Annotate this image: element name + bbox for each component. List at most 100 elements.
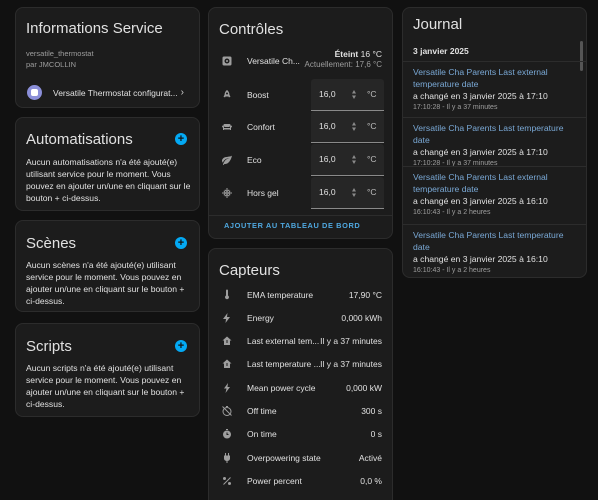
snowflake-icon <box>220 186 234 200</box>
sensor-label: EMA temperature <box>247 289 314 300</box>
sensor-label: Mean power cycle <box>247 382 316 393</box>
sensor-label: Energy <box>247 312 274 323</box>
sensor-value: 0,000 kW <box>346 382 382 393</box>
flash-icon <box>220 381 234 395</box>
preset-label: Eco <box>247 155 262 165</box>
thermometer-icon <box>220 288 234 302</box>
sensor-row[interactable]: Last external tem... Il y a 37 minutes <box>209 330 392 353</box>
preset-row-confort: Confort 16,0 °C <box>209 111 392 143</box>
sensor-value: 0,0 % <box>360 475 382 486</box>
journal-date-header: 3 janvier 2025 <box>413 46 469 56</box>
preset-row-boost: Boost 16,0 °C <box>209 79 392 111</box>
integration-logo-icon <box>27 85 42 100</box>
scripts-desc: Aucun scripts n'a été ajouté(e) utilisan… <box>26 363 185 409</box>
divider <box>403 166 586 167</box>
journal-entry-title[interactable]: Versatile Cha Parents Last temperature d… <box>413 123 564 145</box>
scenes-desc: Aucun scènes n'a été ajouté(e) utilisant… <box>26 260 185 306</box>
eco-temp-input[interactable]: 16,0 °C <box>311 144 384 176</box>
preset-label: Hors gel <box>247 188 279 198</box>
thermostat-state: Éteint <box>334 49 359 59</box>
stepper-icon <box>352 188 356 197</box>
chevron-right-icon: › <box>180 87 184 98</box>
journal-entry: Versatile Cha Parents Last external temp… <box>413 66 576 113</box>
timer-off-icon <box>220 404 234 418</box>
sensor-label: Overpowering state <box>247 452 321 463</box>
automations-title: Automatisations <box>26 131 133 148</box>
journal-scrollbar[interactable] <box>580 41 583 71</box>
journal-entry-body: a changé en 3 janvier 2025 à 17:10 <box>413 147 548 157</box>
controls-title: Contrôles <box>219 21 284 38</box>
info-card: Informations Service versatile_thermosta… <box>15 7 200 108</box>
stepper-icon <box>352 90 356 99</box>
sensors-card: Capteurs EMA temperature 17,90 °C Energy 0,… <box>208 248 393 500</box>
sensor-label: Last temperature ... <box>247 359 321 370</box>
lightning-icon <box>220 311 234 325</box>
confort-temp-input[interactable]: 16,0 °C <box>311 111 384 143</box>
journal-entry-title[interactable]: Versatile Cha Parents Last external temp… <box>413 172 548 194</box>
thermostat-current: Actuellement: 17,6 °C <box>304 60 382 69</box>
sensor-label: On time <box>247 429 277 440</box>
sensor-row[interactable]: EMA temperature 17,90 °C <box>209 283 392 306</box>
leaf-icon <box>220 153 234 167</box>
add-automation-button[interactable]: + <box>175 133 187 145</box>
sensor-value: Il y a 37 minutes <box>320 336 382 347</box>
sensor-value: 300 s <box>361 406 382 416</box>
stepper-icon <box>352 122 356 131</box>
sensor-row[interactable]: Energy 0,000 kWh <box>209 306 392 329</box>
sensor-row[interactable]: Power percent 0,0 % <box>209 469 392 492</box>
sensors-title: Capteurs <box>219 262 280 279</box>
preset-label: Boost <box>247 90 269 100</box>
sensor-label: Off time <box>247 406 277 416</box>
stepper-icon <box>352 155 356 164</box>
controls-card: Contrôles Versatile Ch... Éteint 16 °C A… <box>208 7 393 239</box>
thermostat-name: Versatile Ch... <box>247 56 300 66</box>
add-script-button[interactable]: + <box>175 340 187 352</box>
journal-entry: Versatile Cha Parents Last temperature d… <box>413 122 576 169</box>
hors-gel-temp-input[interactable]: 16,0 °C <box>311 177 384 209</box>
sensor-row[interactable]: Mean power cycle 0,000 kW <box>209 376 392 399</box>
sensor-value: 17,90 °C <box>348 289 382 300</box>
journal-entry-time: 16:10:43 - Il y a 2 heures <box>413 267 491 274</box>
thermostat-icon <box>220 54 234 68</box>
sofa-icon <box>220 120 234 134</box>
home-thermometer-icon <box>220 334 234 348</box>
home-thermometer-icon <box>220 357 234 371</box>
add-scene-button[interactable]: + <box>175 237 187 249</box>
scenes-title: Scènes <box>26 235 77 252</box>
sensor-value: 0 s <box>370 429 382 440</box>
journal-entry-title[interactable]: Versatile Cha Parents Last temperature d… <box>413 230 564 252</box>
thermostat-target: 16 °C <box>360 49 382 59</box>
sensor-value: Activé <box>358 452 382 463</box>
automations-desc: Aucun automatisations n'a été ajouté(e) … <box>26 157 191 203</box>
divider <box>403 117 586 118</box>
journal-entry-body: a changé en 3 janvier 2025 à 16:10 <box>413 254 548 264</box>
journal-entry-time: 17:10:28 - Il y a 37 minutes <box>413 104 498 111</box>
sensor-row[interactable]: Last temperature ... Il y a 37 minutes <box>209 353 392 376</box>
info-title: Informations Service <box>26 20 163 37</box>
boost-temp-input[interactable]: 16,0 °C <box>311 79 384 111</box>
sensor-row[interactable]: On time 0 s <box>209 423 392 446</box>
timer-icon <box>220 427 234 441</box>
scripts-title: Scripts <box>26 338 72 355</box>
scripts-card: Scripts + Aucun scripts n'a été ajouté(e… <box>15 323 200 417</box>
author: par JMCOLLIN <box>26 60 77 69</box>
sensor-row[interactable]: Off time 300 s <box>209 400 392 423</box>
journal-entry-title[interactable]: Versatile Cha Parents Last external temp… <box>413 67 548 89</box>
automations-card: Automatisations + Aucun automatisations … <box>15 117 200 211</box>
service-id: versatile_thermostat <box>26 49 94 58</box>
journal-entry: Versatile Cha Parents Last temperature d… <box>413 229 576 276</box>
add-to-dashboard-button[interactable]: AJOUTER AU TABLEAU DE BORD <box>224 221 361 230</box>
sensor-label: Power percent <box>247 475 302 486</box>
divider <box>403 61 586 62</box>
journal-title: Journal <box>413 16 463 33</box>
sensor-row[interactable]: Overpowering state Activé <box>209 446 392 469</box>
thermostat-row[interactable]: Versatile Ch... Éteint 16 °C Actuellemen… <box>209 45 392 77</box>
journal-entry: Versatile Cha Parents Last external temp… <box>413 171 576 218</box>
journal-entry-body: a changé en 3 janvier 2025 à 16:10 <box>413 196 548 206</box>
journal-entry-time: 16:10:43 - Il y a 2 heures <box>413 209 491 216</box>
preset-row-eco: Eco 16,0 °C <box>209 144 392 176</box>
divider <box>209 215 392 216</box>
preset-label: Confort <box>247 122 275 132</box>
preset-row-hors-gel: Hors gel 16,0 °C <box>209 177 392 209</box>
integration-link[interactable]: Versatile Thermostat configurat... › <box>16 82 199 104</box>
